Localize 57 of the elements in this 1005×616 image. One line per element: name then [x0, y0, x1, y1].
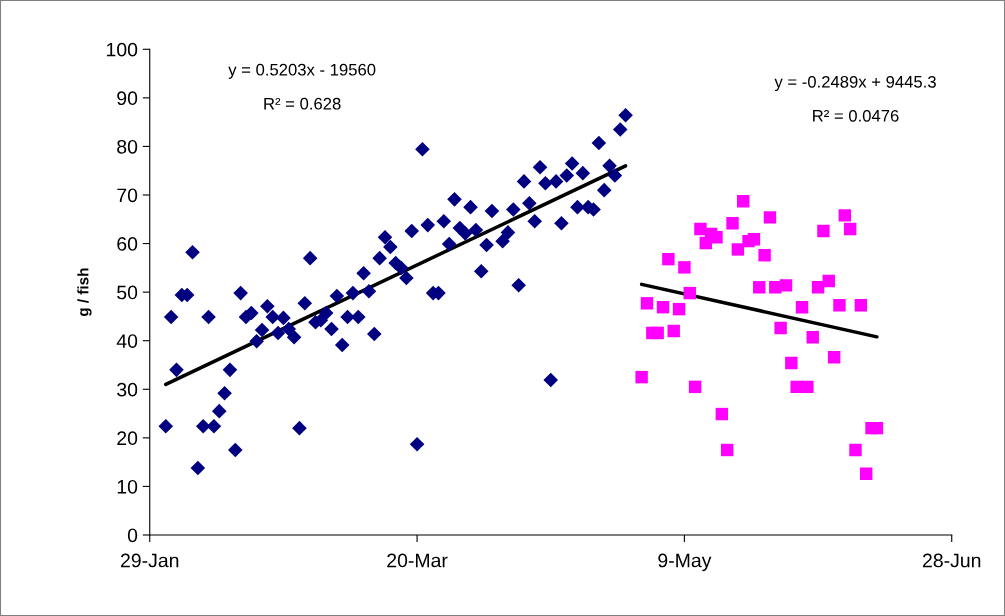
y-tick-label: 30 — [117, 382, 138, 397]
point — [747, 232, 761, 246]
point — [720, 443, 734, 457]
point — [785, 356, 798, 370]
annotation: R² = 0.0476 — [813, 109, 899, 122]
point — [854, 299, 868, 312]
point — [683, 286, 696, 300]
point — [662, 252, 675, 266]
point — [838, 209, 852, 222]
point — [731, 243, 745, 256]
point — [656, 300, 670, 314]
x-tick-label: 9-May — [658, 553, 712, 572]
point — [763, 211, 777, 224]
point — [635, 370, 648, 384]
point — [758, 249, 771, 262]
point — [779, 279, 793, 292]
point — [801, 380, 814, 394]
point — [795, 300, 809, 314]
y-tick-label: 90 — [117, 91, 138, 106]
y-tick-label: 50 — [117, 285, 138, 300]
annotation: y = -0.2489x + 9445.3 — [774, 75, 936, 92]
point — [870, 421, 884, 435]
point — [715, 407, 729, 421]
point — [859, 467, 873, 481]
point — [806, 331, 819, 344]
point — [688, 380, 702, 394]
y-tick-label: 100 — [106, 42, 138, 57]
point — [811, 281, 825, 294]
annotation: y = 0.5203x - 19560 — [228, 63, 376, 79]
point — [774, 321, 787, 335]
point — [726, 216, 739, 230]
annotation: R² = 0.628 — [264, 97, 341, 110]
point — [672, 302, 686, 316]
point — [640, 297, 654, 310]
point — [694, 222, 707, 236]
point — [651, 326, 664, 340]
y-axis-title: g / fish — [77, 268, 92, 317]
y-tick-label: 10 — [117, 479, 138, 494]
y-tick-label: 80 — [117, 139, 138, 154]
y-tick-label: 60 — [117, 237, 138, 251]
y-tick-label: 70 — [117, 188, 138, 203]
x-tick-label: 29-Jan — [121, 553, 179, 568]
point — [822, 274, 835, 288]
point — [827, 351, 841, 364]
point — [817, 224, 830, 238]
y-tick-label: 0 — [127, 528, 138, 543]
point — [753, 281, 766, 294]
point — [849, 443, 862, 457]
point — [833, 299, 846, 312]
x-tick-label: 28-Jun — [922, 553, 981, 568]
x-tick-label: 20-Mar — [387, 553, 448, 568]
point — [843, 222, 857, 236]
point — [737, 195, 750, 208]
y-tick-label: 40 — [116, 334, 138, 348]
point — [667, 324, 680, 338]
y-tick-label: 20 — [117, 431, 138, 446]
point — [678, 261, 691, 274]
